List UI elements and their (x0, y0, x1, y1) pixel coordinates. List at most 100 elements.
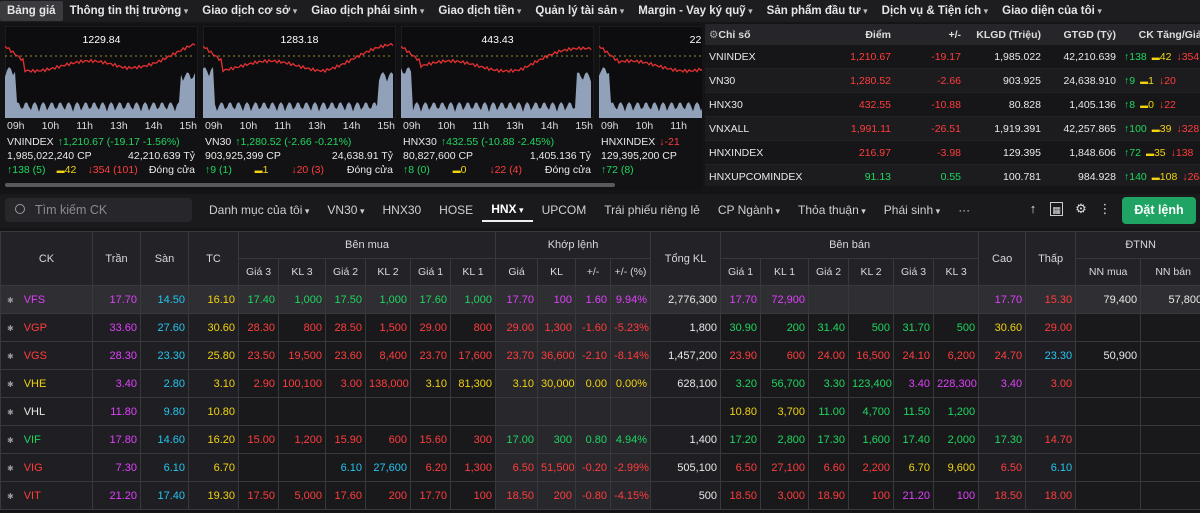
index-card[interactable]: 2209h10h11h13h14h15hHNXINDEX-21129,395,2… (599, 26, 702, 186)
cell: 3.30 (808, 369, 850, 398)
cell: 15.00 (238, 425, 279, 454)
tab[interactable]: HNX (482, 198, 533, 222)
trade-volume: 903.925 (965, 68, 1045, 93)
tab[interactable]: Phái sinh (875, 199, 949, 221)
stock-row[interactable]: VIT 21.20 17.40 19.30 17.50 5,000 17.60 200 17.7… (0, 481, 1200, 510)
cell: 28.50 (325, 313, 366, 342)
nav-item[interactable]: Quản lý tài sản (528, 1, 631, 21)
unchanged: 35 (1146, 147, 1166, 159)
unchanged: 1 (1140, 75, 1154, 87)
index-row[interactable]: HNXUPCOMINDEX91.130.55100.781984.9281401… (705, 164, 1200, 186)
cell: -5.23% (610, 313, 652, 342)
order-button[interactable]: Đặt lệnh (1122, 197, 1196, 224)
index-card[interactable]: 1229.84 09h 10h 11h 13h 14h 15h VNINDEX 1,210.67… (5, 26, 198, 186)
cell: 56,700 (760, 369, 810, 398)
sub-header-cell: KL 3 (933, 258, 980, 286)
tab[interactable]: Trái phiếu riêng lẻ (604, 203, 700, 217)
sub-header-cell: Giá (495, 258, 539, 286)
stock-row[interactable]: VHE 3.40 2.80 3.10 2.90 100,100 3.00 138,000 3.1… (0, 369, 1200, 398)
stock-row[interactable]: VFS 17.70 14.50 16.10 17.40 1,000 17.50 1,000 17… (0, 285, 1200, 314)
tab[interactable]: Thỏa thuận (789, 199, 875, 221)
index-card[interactable]: 443.43 09h 10h 11h 13h 14h 15h HNX30 432.55 (-10… (401, 26, 594, 186)
cell-value: 4.94% (615, 433, 648, 446)
tab[interactable]: UPCOM (541, 203, 587, 217)
ticker-symbol: VIT (23, 489, 41, 502)
cell-value: 28.30 (109, 349, 137, 362)
nav-item[interactable]: Thông tin thị trường (63, 1, 196, 21)
tab[interactable]: VN30 (318, 199, 373, 221)
index-points: 1,280.52 (820, 68, 895, 93)
cell: -4.15% (610, 481, 652, 510)
tab[interactable]: HOSE (439, 203, 474, 217)
cell (1140, 369, 1200, 398)
export-icon[interactable]: ▦ (1050, 202, 1063, 216)
stock-row[interactable]: VIG 7.30 6.10 6.70 6.10 27,600 6.20 1,300 6.50 51… (0, 453, 1200, 482)
time-label: 14h (342, 120, 361, 132)
tab[interactable]: CP Ngành (709, 199, 789, 221)
cell-value: 6.50 (512, 461, 535, 474)
cell-value: 24.70 (994, 349, 1023, 362)
cell-value: 17.60 (419, 293, 447, 306)
nav-item[interactable]: Giao dịch cơ sở (195, 1, 304, 21)
advancers: 8 (1124, 99, 1135, 111)
cell: 6.20 (410, 453, 451, 482)
cell: 30.60 (978, 313, 1027, 342)
tab[interactable]: HNX30 (382, 203, 422, 217)
cell-value: 31.70 (902, 321, 931, 334)
index-volume: 1,985,022,240 CP (7, 150, 92, 162)
cell: 9.94% (610, 285, 652, 314)
cell: 500 (933, 313, 980, 342)
nav-item[interactable]: Sản phẩm đầu tư (760, 1, 875, 21)
scrollbar[interactable] (5, 183, 615, 187)
cell-value: 6.10 (163, 461, 185, 474)
cell (1075, 313, 1142, 342)
tab[interactable]: ··· (958, 203, 971, 217)
index-change: -10.88 (895, 92, 965, 117)
cell-value: 23.60 (334, 349, 362, 362)
time-label: 09h (205, 120, 223, 132)
nav-item[interactable]: Giao dịch phái sinh (304, 1, 431, 21)
tab[interactable]: Danh mục của tôi (200, 199, 318, 221)
index-name: VNINDEX (7, 136, 54, 148)
nav-item[interactable]: Dịch vụ & Tiện ích (875, 1, 996, 21)
cell (365, 397, 411, 426)
nav-item[interactable]: Margin - Vay ký quỹ (631, 1, 759, 21)
breadth: 72 35 138 (1120, 140, 1200, 165)
cell: 17.70 (92, 285, 141, 314)
trade-volume: 1,985.022 (965, 45, 1045, 69)
sort-icon[interactable]: ↑ (1029, 201, 1037, 216)
cell: 3.40 (893, 369, 935, 398)
index-line (401, 45, 592, 74)
search-box[interactable]: Tìm kiếm CK (5, 198, 192, 222)
cell: 5,000 (278, 481, 326, 510)
nav-item[interactable]: Giao dịch tiền (431, 1, 528, 21)
more-icon[interactable]: ⋮ (1098, 201, 1112, 216)
cell-value: 2,800 (777, 433, 806, 446)
cell-value: 6.50 (1000, 461, 1023, 474)
settings-icon[interactable]: ⚙ (1075, 201, 1087, 216)
sub-header-cell: KL 2 (365, 258, 411, 286)
cell-value: 1,457,200 (668, 349, 718, 362)
nav-item[interactable]: Bảng giá (0, 1, 63, 21)
cell-value: 24.10 (902, 349, 931, 362)
stock-row[interactable]: VGP 33.60 27.60 30.60 28.30 800 28.50 1,500 29.0… (0, 313, 1200, 342)
cell: 30.90 (720, 313, 762, 342)
nav-item[interactable]: Giao diện của tôi (995, 1, 1109, 21)
index-row[interactable]: VNINDEX 1,210.67 -19.17 1,985.022 42,210.639… (705, 45, 1200, 69)
header-cell: GTGD (Tỷ) (1045, 24, 1120, 45)
unchanged: 0 (1140, 99, 1154, 111)
stock-row[interactable]: VGS 28.30 23.30 25.80 23.50 19,500 23.60 8,400 2… (0, 341, 1200, 370)
cell: 228,300 (933, 369, 980, 398)
cell-value: 1,200 (947, 405, 976, 418)
stock-row[interactable]: VIF 17.80 14.60 16.20 15.00 1,200 15.90 600 15.6… (0, 425, 1200, 454)
time-label: 10h (635, 120, 654, 132)
cell-value: -0.20 (581, 461, 608, 474)
stock-row[interactable]: VHL 11.80 9.80 10.80 10.80 3,700 11.00 4,700 11.… (0, 397, 1200, 426)
cell: 11.50 (893, 397, 935, 426)
cell: 6,200 (933, 341, 980, 370)
index-row[interactable]: VNXALL1,991.11-26.511,919.39142,257.8651… (705, 116, 1200, 141)
